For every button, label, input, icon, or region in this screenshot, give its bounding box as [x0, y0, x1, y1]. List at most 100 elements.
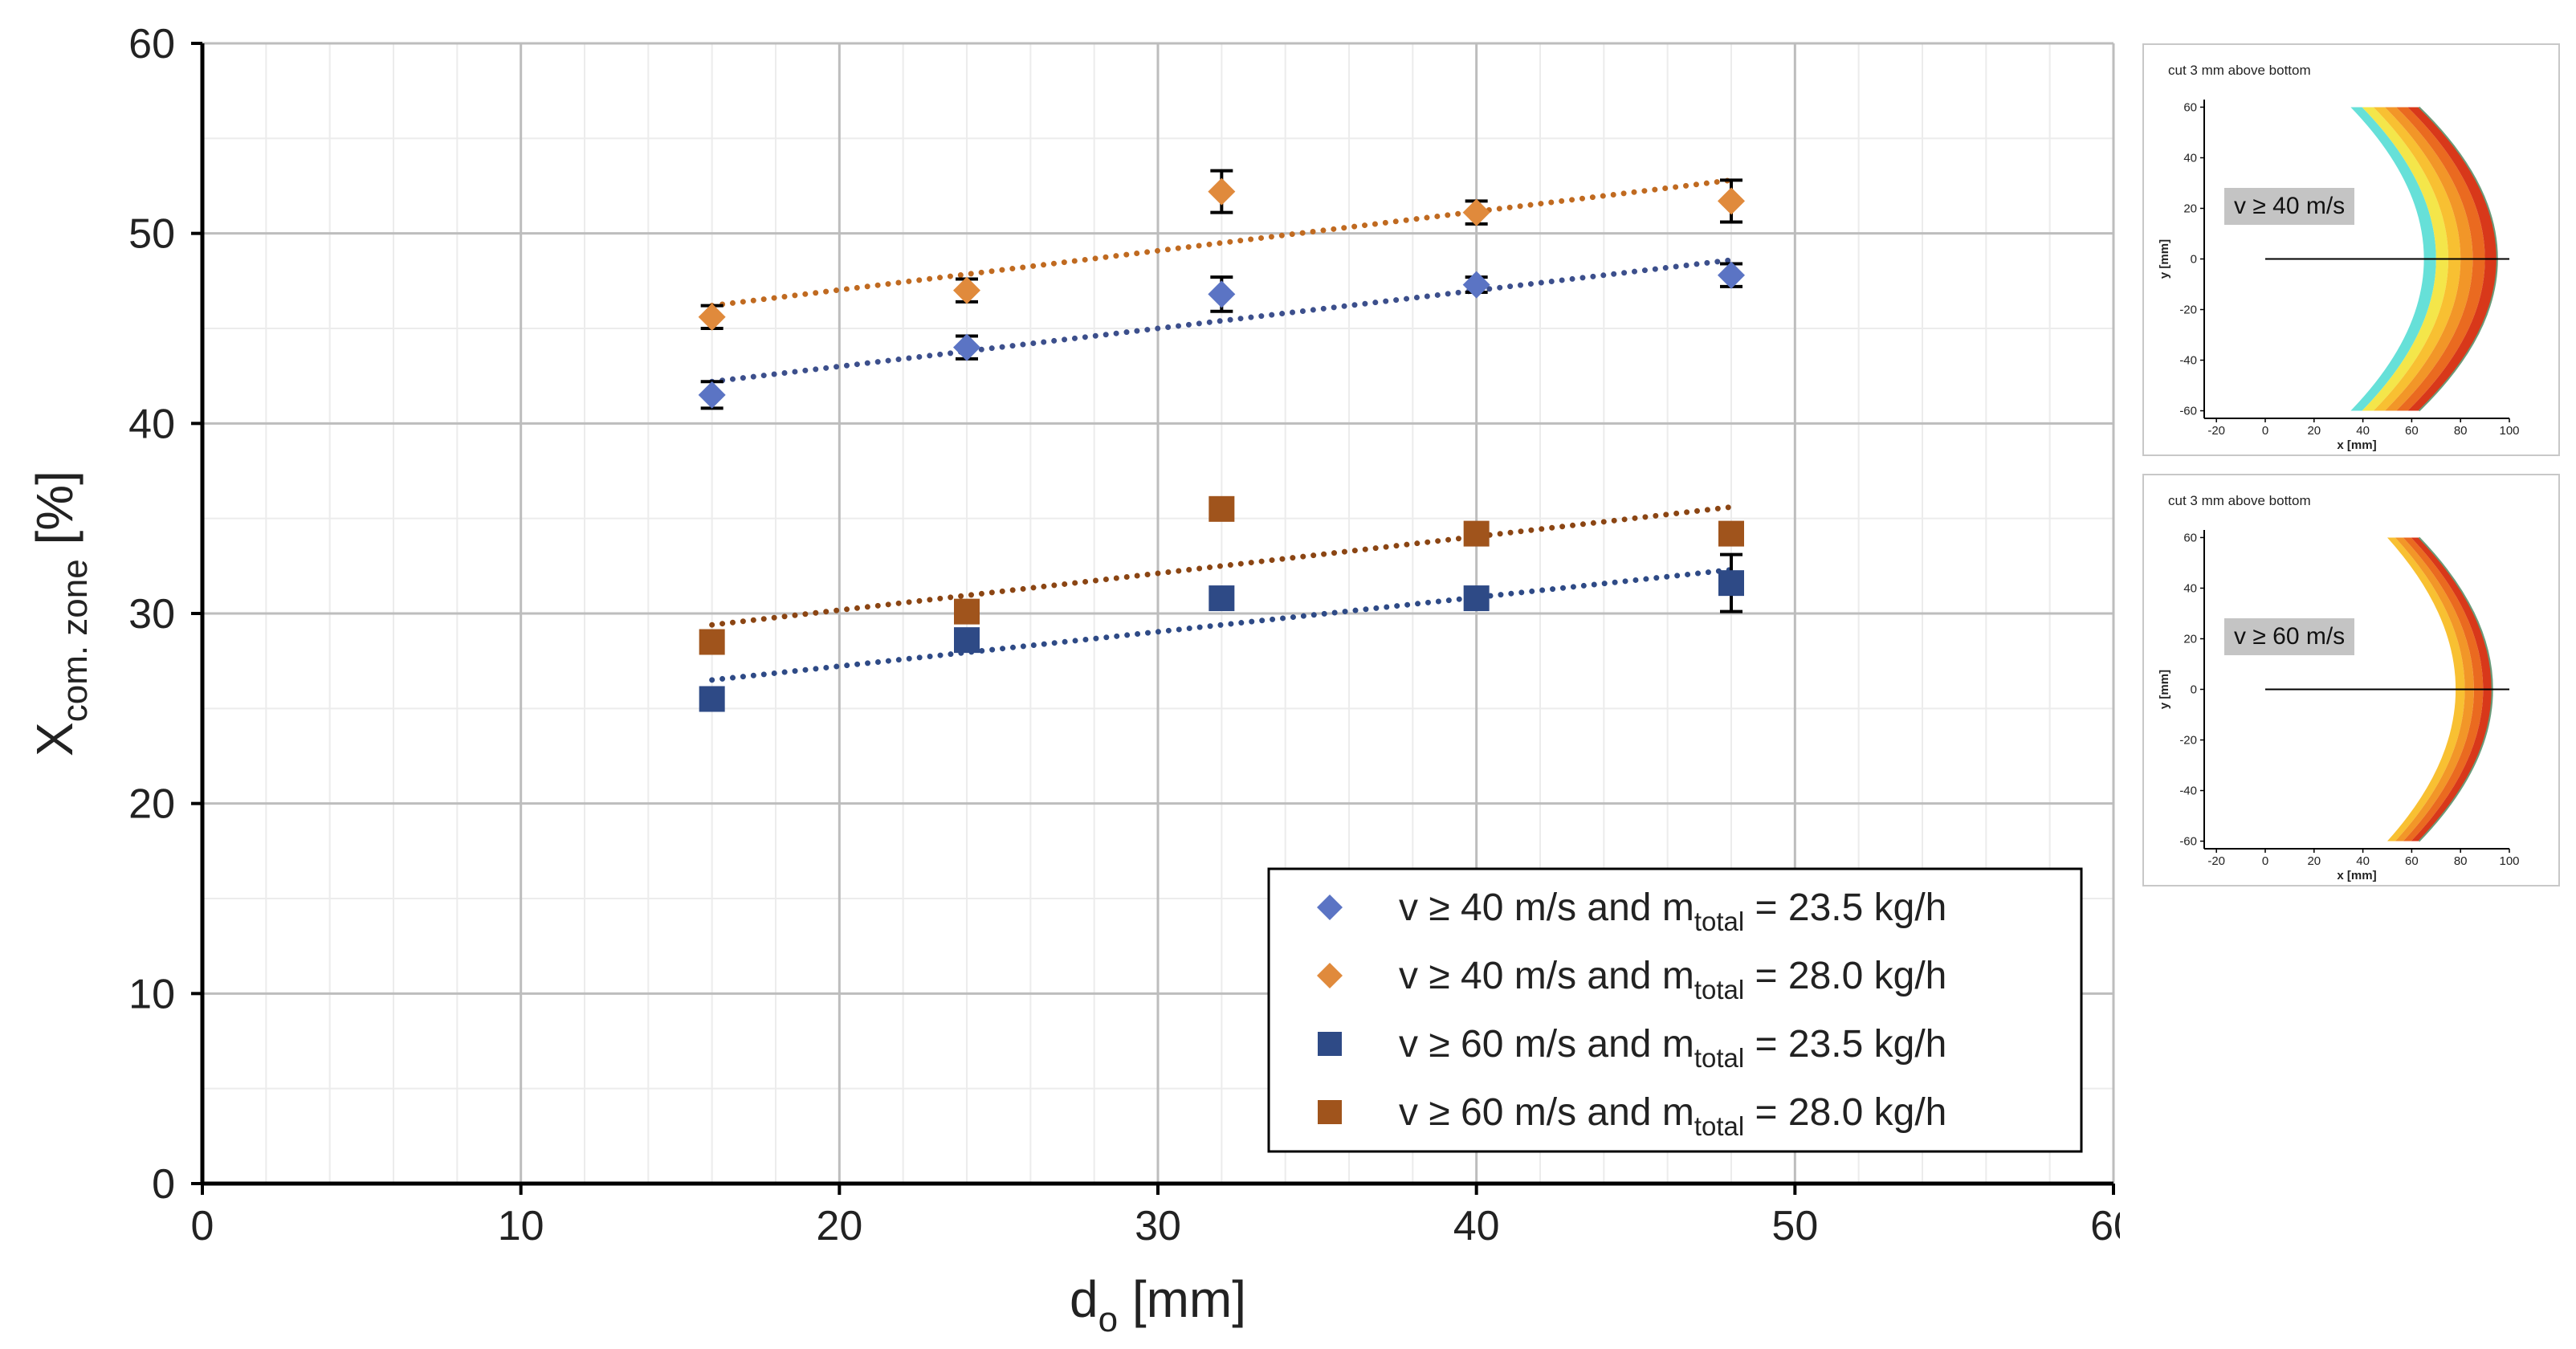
contour-band [2362, 107, 2448, 411]
inset-x-tick-label: 60 [2405, 854, 2419, 868]
data-point-s4 [699, 629, 725, 655]
contour-band [2350, 107, 2436, 411]
legend-label-s3: v ≥ 60 m/s and mtotal = 23.5 kg/h [1399, 1023, 1946, 1073]
inset-x-tick-label: 20 [2307, 854, 2321, 868]
legend-label-s1: v ≥ 40 m/s and mtotal = 23.5 kg/h [1399, 886, 1946, 936]
legend-marker-s4 [1318, 1100, 1342, 1124]
data-point-s4 [1209, 495, 1235, 522]
data-point-s4 [954, 598, 980, 625]
legend-label-s2: v ≥ 40 m/s and mtotal = 28.0 kg/h [1399, 955, 1946, 1005]
contour-band [2387, 537, 2465, 842]
inset-x-tick-label: 0 [2262, 854, 2268, 868]
trendline-s3 [709, 567, 1734, 683]
x-tick-label: 20 [816, 1203, 862, 1249]
inset-y-tick-label: 40 [2183, 151, 2197, 165]
inset-y-tick-label: 40 [2183, 581, 2197, 595]
x-axis-title: do [mm] [1070, 1270, 1246, 1339]
inset-x-tick-label: 60 [2405, 424, 2419, 438]
main-chart: 0 10 20 30 40 50 60 0 10 20 30 40 50 60 do [mm] Xcom. z… [26, 21, 2120, 1339]
inset-x-tick-label: 80 [2454, 854, 2468, 868]
y-tick-label: 0 [152, 1161, 175, 1208]
data-point-s2 [1718, 187, 1745, 215]
contour-band [2396, 107, 2485, 411]
contour-band [2403, 537, 2484, 842]
inset-y-tick-label: -40 [2179, 785, 2197, 798]
inset-x-tick-label: 20 [2307, 424, 2321, 438]
inset-y-tick-label: 20 [2183, 632, 2197, 646]
inset-title: cut 3 mm above bottom [2168, 63, 2311, 78]
inset-y-tick-label: 0 [2191, 683, 2197, 697]
inset-y-tick-label: -60 [2179, 405, 2197, 418]
inset-x-axis-title: x [mm] [2337, 869, 2376, 882]
inset-plot: -20 0 20 40 60 80 100 60 40 20 0 -20 -40 -60 x [mm] y [… [2158, 100, 2520, 452]
contour-band [2395, 537, 2474, 842]
y-tick-label: 30 [128, 591, 175, 638]
inset-plot: -20 0 20 40 60 80 100 60 40 20 0 -20 -40 -60 x [mm] y [… [2158, 530, 2520, 882]
inset-x-tick-label: 100 [2499, 424, 2519, 438]
inset-y-axis-title: y [mm] [2158, 670, 2171, 709]
data-point-s2 [698, 303, 726, 331]
inset-x-tick-label: 40 [2356, 854, 2370, 868]
data-point-s3 [1718, 570, 1744, 597]
x-tick-label: 50 [1771, 1203, 1818, 1249]
y-axis-title: Xcom. zone [%] [26, 471, 95, 756]
inset-y-tick-label: 60 [2183, 531, 2197, 544]
data-point-s1 [1718, 261, 1745, 289]
inset-x-tick-label: -20 [2207, 424, 2225, 438]
inset-x-tick-label: 40 [2356, 424, 2370, 438]
trendline-s1 [709, 257, 1734, 385]
inset-y-tick-label: -20 [2179, 734, 2197, 748]
x-tick-label: 60 [2090, 1203, 2120, 1249]
inset-y-tick-label: -40 [2179, 354, 2197, 368]
x-tick-label: 0 [191, 1203, 214, 1249]
inset-x-tick-label: 0 [2262, 424, 2268, 438]
inset-velocity-60: -20 0 20 40 60 80 100 60 40 20 0 -20 -40 -60 x [mm] y [… [2142, 474, 2560, 886]
legend [1267, 867, 2083, 1153]
data-point-s1 [698, 381, 726, 409]
y-tick-label: 60 [128, 21, 175, 67]
data-point-s2 [1462, 198, 1490, 226]
x-tick-label: 30 [1135, 1203, 1181, 1249]
data-point-s3 [1209, 585, 1235, 612]
data-point-s3 [954, 627, 980, 654]
data-point-s2 [953, 276, 980, 304]
data-point-s1 [953, 333, 980, 361]
inset-y-tick-label: -20 [2179, 304, 2197, 317]
inset-y-axis-title: y [mm] [2158, 239, 2171, 279]
contour-band [2373, 107, 2461, 411]
contour-band [2384, 107, 2473, 411]
contour-band [2411, 537, 2492, 842]
inset-y-tick-label: 0 [2191, 253, 2197, 267]
data-point-s4 [1718, 520, 1744, 547]
data-point-s2 [1208, 177, 1236, 206]
inset-velocity-badge: v ≥ 60 m/s [2224, 618, 2355, 655]
y-tick-label: 50 [128, 211, 175, 258]
inset-x-tick-label: 80 [2454, 424, 2468, 438]
x-tick-label: 10 [498, 1203, 544, 1249]
contour-band [2407, 107, 2497, 411]
data-point-s1 [1208, 280, 1236, 308]
data-point-s4 [1463, 520, 1490, 547]
inset-x-tick-label: 100 [2499, 854, 2519, 868]
y-tick-label: 20 [128, 781, 175, 828]
data-point-s1 [1462, 271, 1490, 299]
trendline-s2 [709, 177, 1734, 309]
legend-label-s4: v ≥ 60 m/s and mtotal = 28.0 kg/h [1399, 1091, 1946, 1141]
inset-x-axis-title: x [mm] [2337, 438, 2376, 452]
data-point-s3 [699, 686, 725, 712]
inset-title: cut 3 mm above bottom [2168, 493, 2311, 508]
legend-marker-s1 [1317, 895, 1343, 920]
legend-marker-s2 [1317, 963, 1343, 988]
x-tick-label: 40 [1453, 1203, 1500, 1249]
inset-x-tick-label: -20 [2207, 854, 2225, 868]
inset-y-tick-label: 60 [2183, 100, 2197, 114]
inset-y-tick-label: 20 [2183, 202, 2197, 215]
y-tick-label: 10 [128, 971, 175, 1017]
inset-velocity-40: -20 0 20 40 60 80 100 60 40 20 0 -20 -40 -60 x [mm] y [… [2142, 43, 2560, 456]
legend-marker-s3 [1318, 1032, 1342, 1056]
trendline-s4 [709, 503, 1734, 628]
inset-y-tick-label: -60 [2179, 835, 2197, 849]
inset-velocity-badge: v ≥ 40 m/s [2224, 188, 2355, 225]
y-tick-label: 40 [128, 401, 175, 447]
data-point-s3 [1463, 585, 1490, 612]
